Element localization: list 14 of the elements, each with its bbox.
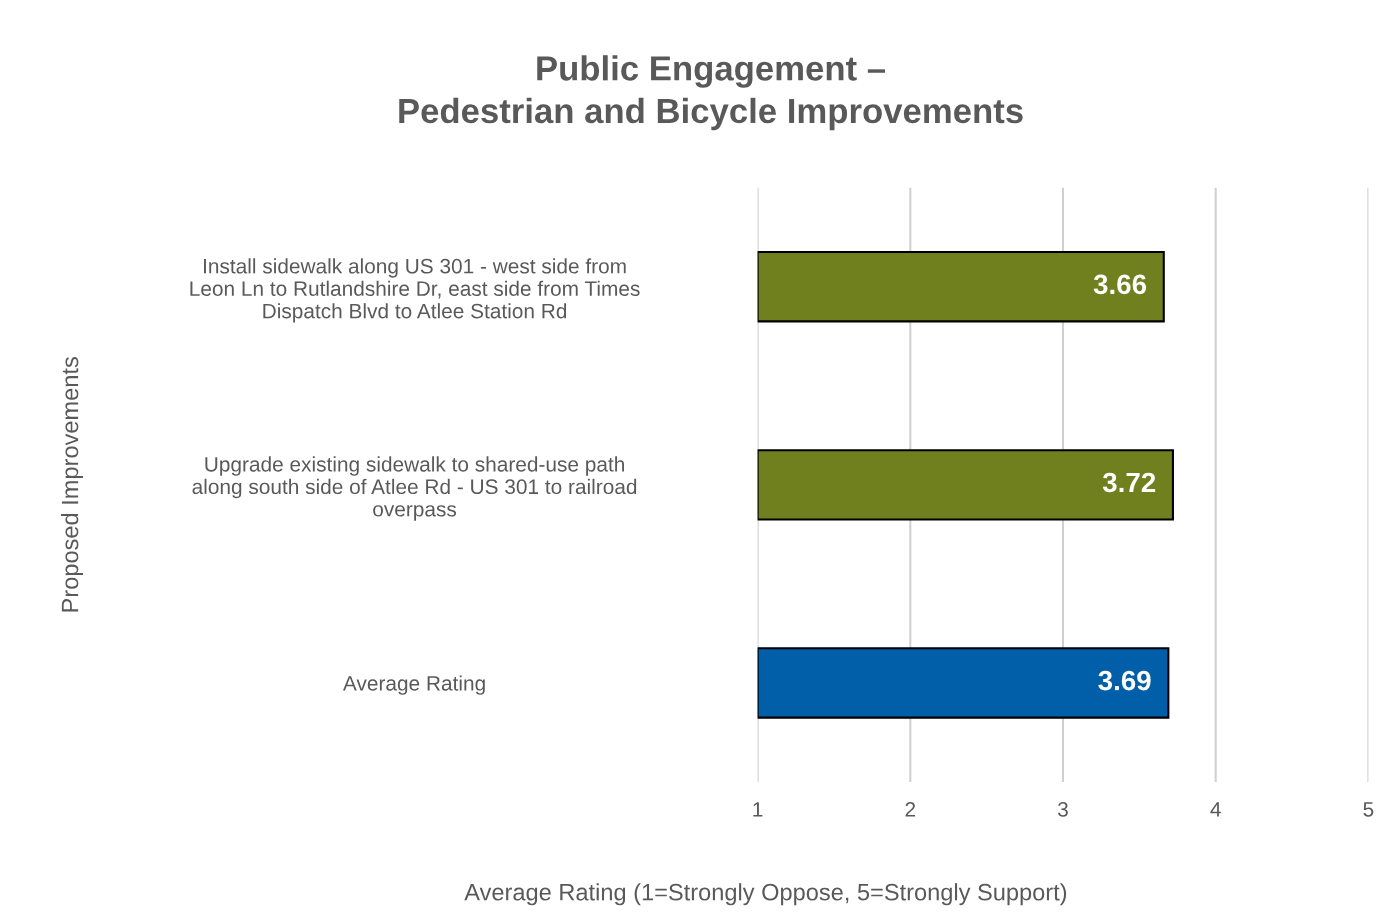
- data-label: 3.69: [1098, 670, 1151, 691]
- x-tick-label: 4: [1210, 802, 1221, 817]
- x-tick-label: 2: [905, 801, 916, 817]
- y-axis-title: Proposed Improvements: [61, 357, 84, 612]
- x-tick-label: 1: [753, 802, 763, 817]
- data-label: 3.66: [1093, 274, 1147, 295]
- x-tick-label: 3: [1057, 801, 1068, 817]
- y-tick-label: Average Rating: [342, 675, 485, 695]
- x-axis-title: Average Rating (1=Strongly Oppose, 5=Strongly Support): [464, 883, 1067, 906]
- y-tick-label: Install sidewalk along US 301 - west side from Leon Ln to Rutlandshire Dr, east side from Times Dispatch Blvd to Atlee Station Rd: [190, 258, 640, 323]
- data-label: 3.72: [1102, 472, 1156, 493]
- x-tick-label: 5: [1363, 802, 1374, 817]
- chart-title: Public Engagement – Pedestrian and Bicycle Improvements: [399, 55, 1023, 131]
- y-tick-label: Upgrade existing sidewalk to shared-use path along south side of Atlee Rd - US 301 to railroad overpass: [192, 456, 637, 521]
